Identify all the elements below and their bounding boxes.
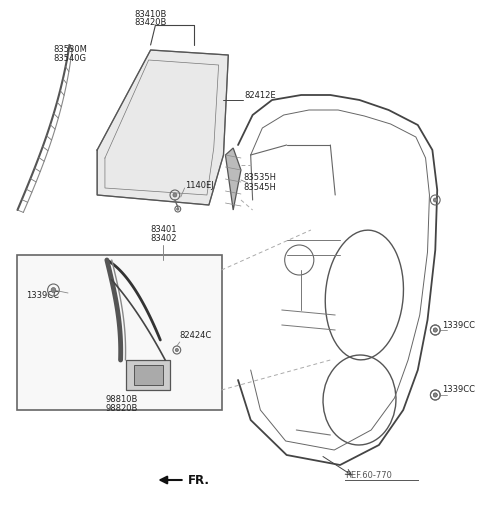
Bar xyxy=(17,255,222,410)
Text: 83401: 83401 xyxy=(150,225,177,234)
Circle shape xyxy=(173,193,177,197)
Text: REF.60-770: REF.60-770 xyxy=(345,471,392,480)
Text: 98820B: 98820B xyxy=(105,404,138,413)
Circle shape xyxy=(175,348,179,351)
Text: 83535H: 83535H xyxy=(243,174,276,182)
Text: FR.: FR. xyxy=(188,474,210,486)
Text: 98810B: 98810B xyxy=(105,395,138,404)
Text: 1339CC: 1339CC xyxy=(442,321,475,329)
Polygon shape xyxy=(97,50,228,205)
Text: 83540G: 83540G xyxy=(53,54,86,63)
Text: 1339CC: 1339CC xyxy=(442,385,475,394)
Circle shape xyxy=(433,328,437,332)
Polygon shape xyxy=(226,148,241,210)
Bar xyxy=(126,360,170,390)
Circle shape xyxy=(433,393,437,397)
Text: 83420B: 83420B xyxy=(134,18,167,27)
Circle shape xyxy=(177,208,179,210)
Text: 83545H: 83545H xyxy=(243,183,276,192)
Circle shape xyxy=(433,393,437,397)
Text: 83410B: 83410B xyxy=(134,10,167,19)
Circle shape xyxy=(433,328,437,332)
Text: 82424C: 82424C xyxy=(180,330,212,339)
Bar xyxy=(134,365,163,385)
Text: 1140EJ: 1140EJ xyxy=(185,180,213,189)
Circle shape xyxy=(433,198,437,202)
Text: 1339CC: 1339CC xyxy=(26,290,59,299)
Text: 83402: 83402 xyxy=(150,234,177,243)
Text: 83530M: 83530M xyxy=(53,45,87,54)
Text: 82412E: 82412E xyxy=(245,91,276,100)
Circle shape xyxy=(51,288,56,292)
